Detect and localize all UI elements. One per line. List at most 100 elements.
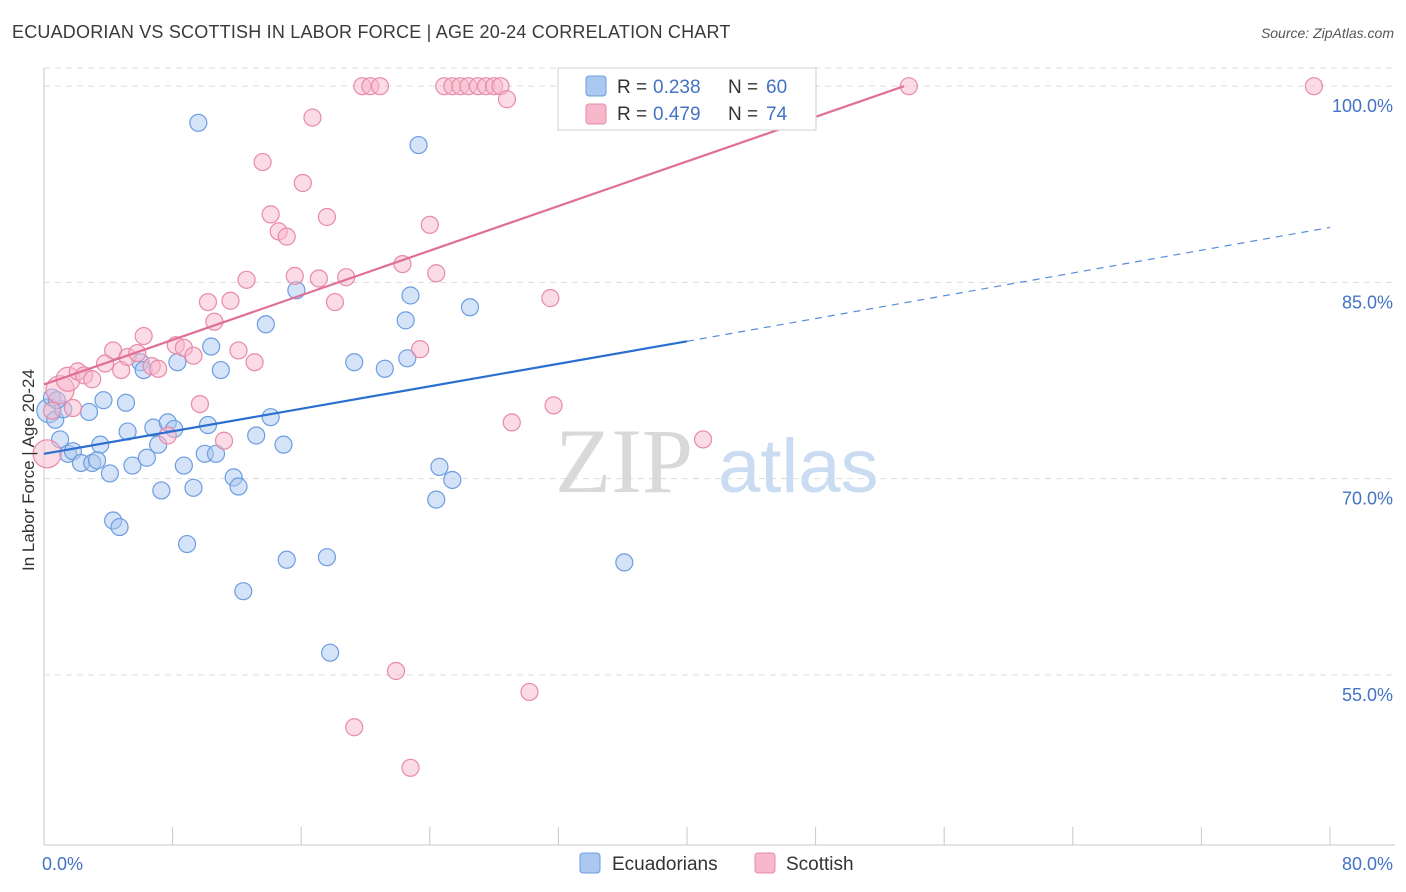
ecuadorian-point: [345, 353, 364, 372]
ecuadorian-point: [396, 311, 415, 330]
ecuadorian-point: [206, 444, 226, 463]
scottish-point: [420, 215, 439, 234]
ecuadorian-point: [234, 582, 253, 601]
ecuadorian-point: [401, 286, 420, 305]
legend-swatch-blue: [585, 75, 607, 97]
legend-n-value-blue: 60: [766, 77, 787, 98]
ecuadorian-point: [615, 553, 634, 572]
scottish-point: [693, 430, 713, 449]
legend-n-value-pink: 74: [766, 104, 788, 125]
x-tick-label: 80.0%: [1342, 854, 1393, 874]
scottish-point: [1304, 77, 1324, 96]
ecuadorian-point: [184, 478, 203, 497]
legend-n-label-pink: N =: [728, 104, 758, 125]
scottish-point: [386, 661, 406, 681]
scottish-point: [198, 292, 218, 312]
scottish-point: [184, 346, 203, 365]
ecuadorian-point: [256, 315, 275, 334]
ecuadorians-trend-line: [43, 340, 688, 455]
trend-lines: [43, 85, 1331, 455]
legend-n-label-blue: N =: [728, 77, 758, 98]
scottish-point: [502, 413, 521, 432]
ecuadorian-point: [189, 113, 208, 132]
stats-legend: R = 0.238 N = 60 R = 0.479 N = 74: [557, 67, 817, 131]
ecuadorian-point: [202, 337, 221, 356]
scottish-point: [134, 326, 153, 346]
scottish-point: [370, 77, 390, 96]
legend-r-value-blue: 0.238: [653, 77, 701, 98]
y-tick-labels: 55.0% 70.0% 85.0% 100.0%: [1332, 96, 1393, 705]
watermark: ZIP atlas: [555, 410, 879, 512]
watermark-zip: ZIP: [555, 410, 693, 512]
y-tick-label: 85.0%: [1342, 292, 1393, 312]
y-tick-label: 55.0%: [1342, 685, 1393, 705]
scottish-point: [293, 173, 312, 193]
ecuadorian-point: [177, 534, 197, 554]
scottish-point: [345, 718, 364, 737]
ecuadorian-point: [274, 435, 293, 454]
ecuadorian-point: [211, 360, 230, 380]
scottish-point: [158, 426, 177, 445]
series-legend: Ecuadorians Scottish: [579, 852, 854, 875]
scottish-point: [245, 353, 264, 372]
scottish-point: [520, 682, 539, 702]
ecuadorian-point: [409, 135, 428, 155]
ecuadorian-point: [460, 298, 480, 317]
scottish-point: [63, 398, 83, 418]
scottish-point: [317, 207, 337, 227]
ecuadorians-trend-extension: [686, 226, 1331, 342]
scottish-trend-line: [43, 85, 905, 386]
source-label: Source: ZipAtlas.com: [1260, 25, 1394, 41]
scottish-point: [303, 108, 322, 127]
ecuadorian-point: [430, 457, 449, 476]
scottish-point: [190, 394, 210, 414]
scottish-point: [309, 269, 328, 288]
scottish-point: [401, 758, 420, 777]
legend-swatch-scottish: [754, 852, 776, 874]
legend-r-label-blue: R =: [617, 77, 647, 98]
scottish-point: [277, 227, 296, 246]
chart-title: ECUADORIAN VS SCOTTISH IN LABOR FORCE | …: [12, 22, 731, 42]
y-tick-label: 70.0%: [1342, 489, 1393, 509]
legend-swatch-pink: [585, 103, 607, 125]
ecuadorian-point: [110, 517, 129, 537]
scottish-point: [497, 90, 517, 109]
scottish-point: [899, 77, 918, 96]
ecuadorian-point: [321, 643, 340, 662]
scottish-point: [285, 266, 304, 285]
scottish-point: [261, 205, 280, 224]
scottish-point: [221, 291, 240, 310]
legend-scottish-label: Scottish: [786, 854, 854, 875]
ecuadorian-point: [261, 408, 280, 427]
ecuadorian-point: [443, 470, 462, 490]
legend-ecuadorians-label: Ecuadorians: [612, 854, 718, 875]
legend-swatch-ecuadorians: [579, 852, 601, 874]
ecuadorian-point: [277, 550, 296, 569]
ecuadorian-point: [152, 481, 171, 500]
series-ecuadorians-points: [36, 113, 634, 662]
ecuadorian-point: [398, 349, 417, 368]
scottish-point: [214, 431, 234, 450]
scottish-point: [541, 289, 560, 308]
legend-r-value-pink: 0.479: [653, 104, 701, 125]
scottish-point: [325, 292, 345, 312]
scottish-point: [544, 396, 563, 415]
ecuadorian-point: [123, 456, 142, 475]
x-tick-labels: 0.0% 80.0%: [42, 854, 1393, 874]
scottish-point: [411, 340, 430, 359]
scottish-point: [253, 152, 272, 172]
ecuadorian-point: [100, 464, 120, 483]
scottish-point: [229, 341, 248, 360]
ecuadorian-point: [116, 393, 136, 412]
ecuadorian-point: [137, 448, 156, 467]
scottish-point: [83, 370, 102, 389]
y-axis-label: In Labor Force | Age 20-24: [19, 369, 38, 571]
ecuadorian-point: [94, 391, 113, 410]
ecuadorian-point: [174, 456, 193, 475]
ecuadorian-point: [317, 548, 337, 567]
ecuadorian-point: [247, 426, 266, 445]
legend-r-label-pink: R =: [617, 104, 647, 125]
ecuadorian-point: [79, 402, 99, 422]
scottish-point: [149, 359, 168, 378]
